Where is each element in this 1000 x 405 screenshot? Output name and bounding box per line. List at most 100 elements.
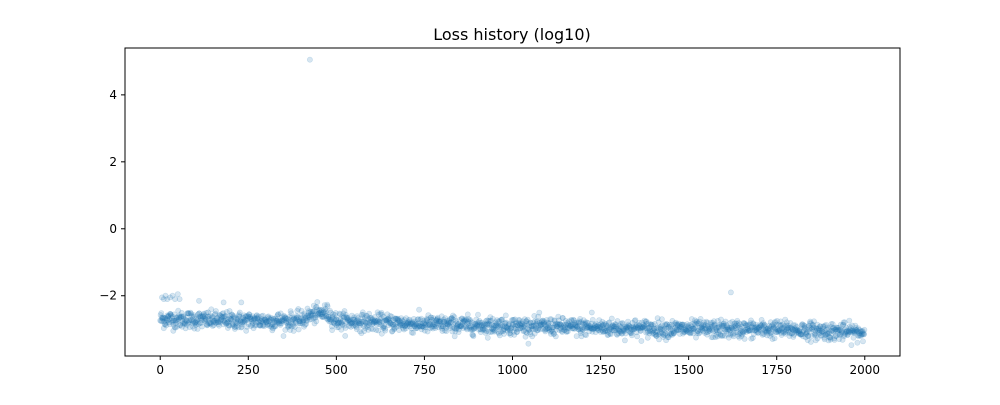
- data-point: [853, 327, 860, 333]
- data-point: [693, 318, 700, 325]
- data-point: [764, 332, 771, 339]
- data-point: [650, 327, 657, 334]
- data-point: [403, 320, 410, 326]
- data-point: [786, 333, 793, 339]
- data-point: [361, 328, 368, 334]
- data-point: [224, 319, 231, 325]
- data-point: [646, 324, 653, 331]
- chart-title: Loss history (log10): [433, 25, 591, 44]
- data-point: [667, 326, 674, 332]
- data-point: [693, 319, 700, 326]
- data-point: [600, 328, 606, 335]
- data-point: [408, 325, 415, 332]
- data-point: [444, 322, 451, 329]
- data-point: [355, 319, 362, 325]
- data-point: [366, 314, 373, 321]
- data-point: [489, 328, 496, 335]
- data-point: [466, 319, 473, 326]
- data-point: [747, 320, 754, 326]
- data-point: [324, 316, 331, 323]
- data-point: [753, 321, 759, 328]
- data-point: [451, 333, 458, 340]
- data-point: [175, 314, 182, 321]
- data-point: [793, 323, 800, 330]
- data-point: [656, 324, 663, 331]
- data-point: [731, 320, 738, 327]
- data-point: [791, 327, 798, 334]
- data-point: [424, 328, 431, 335]
- data-point: [814, 335, 821, 342]
- data-point: [300, 317, 307, 324]
- data-point: [271, 317, 278, 324]
- data-point: [415, 320, 422, 326]
- data-point: [497, 323, 504, 330]
- data-point: [303, 317, 310, 324]
- data-point: [566, 318, 572, 325]
- data-point: [822, 331, 829, 338]
- data-point: [813, 325, 820, 332]
- data-point: [513, 325, 519, 332]
- data-point: [781, 329, 788, 336]
- data-point: [271, 323, 277, 330]
- data-point: [734, 320, 740, 327]
- data-point: [628, 326, 635, 333]
- data-point: [771, 325, 778, 332]
- data-point: [555, 313, 562, 320]
- data-point: [290, 322, 297, 329]
- data-point: [591, 325, 598, 332]
- data-point: [432, 325, 439, 331]
- data-point: [201, 312, 208, 319]
- data-point: [420, 324, 427, 331]
- data-point: [841, 333, 847, 340]
- data-point: [542, 327, 548, 333]
- data-point: [717, 332, 724, 339]
- data-point: [404, 320, 411, 327]
- data-point: [547, 328, 554, 335]
- data-point: [635, 322, 642, 328]
- data-point: [820, 323, 827, 330]
- data-point: [172, 324, 179, 331]
- data-point: [784, 325, 791, 332]
- data-point: [500, 326, 507, 333]
- data-point: [599, 322, 605, 329]
- data-point: [408, 329, 415, 336]
- data-point: [327, 309, 334, 316]
- data-point: [388, 319, 394, 326]
- y-tick-label: 4: [109, 88, 117, 102]
- data-point: [855, 333, 862, 340]
- data-point: [177, 321, 183, 328]
- data-point: [234, 316, 241, 323]
- data-point: [452, 328, 459, 335]
- data-point: [585, 324, 592, 331]
- data-point: [816, 330, 823, 337]
- data-point: [579, 320, 586, 327]
- data-point: [843, 324, 849, 331]
- data-point: [192, 319, 198, 326]
- data-point: [721, 320, 727, 327]
- data-point: [658, 329, 665, 336]
- data-point: [399, 322, 406, 329]
- data-point: [578, 319, 585, 326]
- data-point: [493, 322, 500, 329]
- data-point: [700, 322, 706, 329]
- data-point: [174, 323, 180, 330]
- data-point: [681, 328, 688, 335]
- data-point: [644, 329, 651, 336]
- data-point: [789, 330, 796, 337]
- data-point: [592, 329, 599, 336]
- data-point: [429, 325, 436, 332]
- data-point: [739, 328, 746, 335]
- data-point: [394, 319, 401, 326]
- data-point: [218, 314, 225, 320]
- data-point: [722, 332, 728, 339]
- data-point: [852, 328, 858, 335]
- data-point: [538, 318, 545, 325]
- x-tick-label: 250: [237, 363, 260, 377]
- data-point: [794, 328, 801, 335]
- data-point: [712, 324, 719, 331]
- data-point: [823, 321, 829, 328]
- data-point: [844, 332, 851, 338]
- data-point: [286, 313, 293, 320]
- data-point: [679, 321, 685, 328]
- data-point: [849, 328, 856, 334]
